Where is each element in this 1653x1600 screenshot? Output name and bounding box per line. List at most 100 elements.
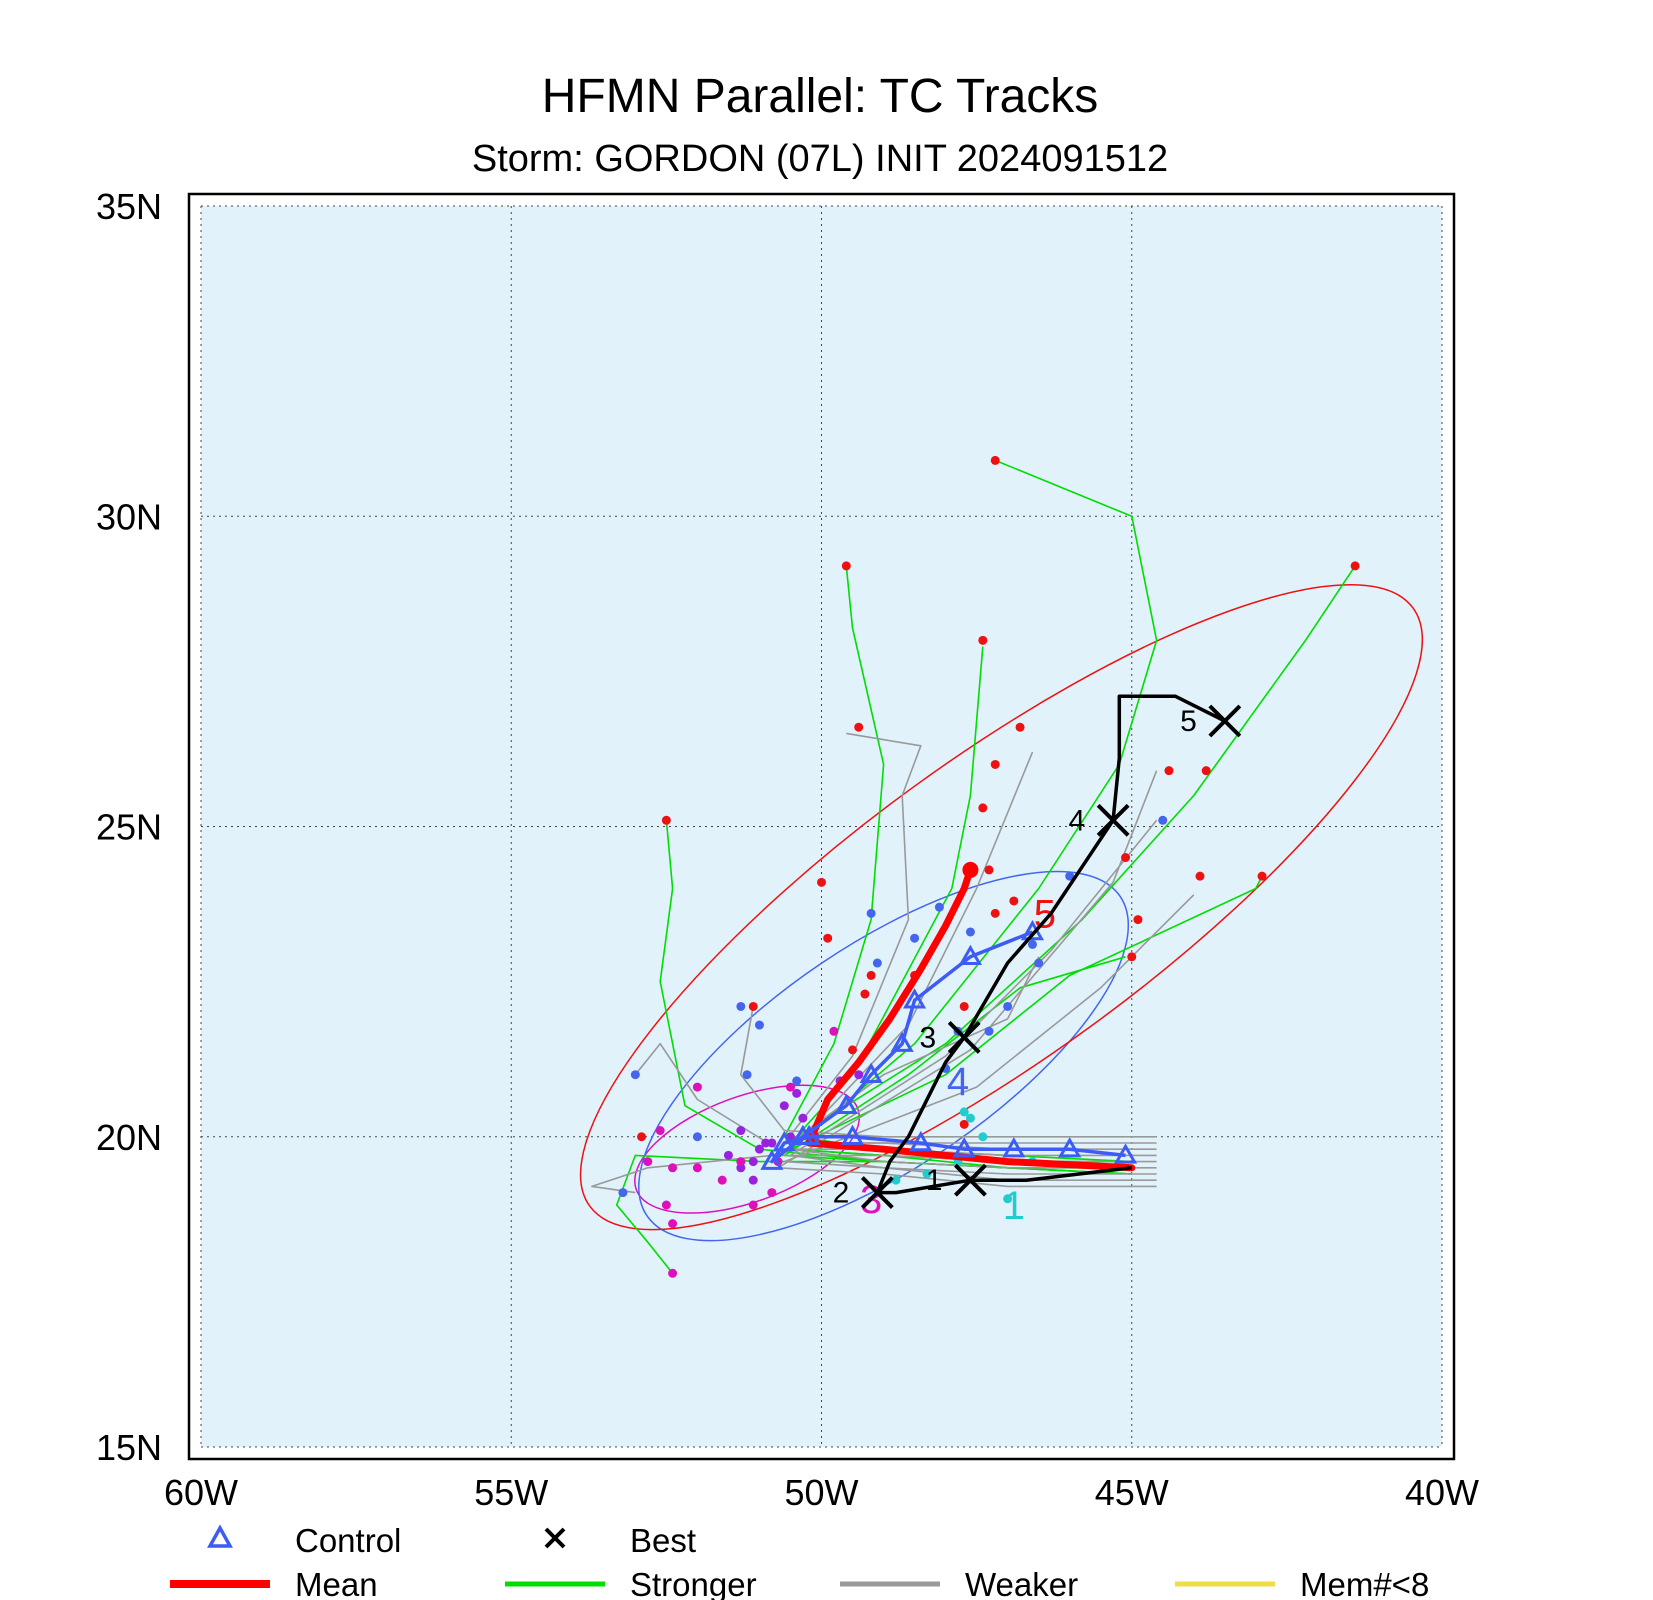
control-triangle-marker (902, 988, 927, 1009)
best-track-day-label-4: 4 (1068, 804, 1085, 837)
day-3-position-dot (736, 1163, 746, 1173)
control-triangle-marker (1002, 1137, 1026, 1158)
day-4-position-dot (984, 1026, 994, 1036)
day-5-position-dot (1350, 561, 1360, 571)
control-triangle-marker (890, 1031, 914, 1052)
day-1-position-dot (959, 1107, 969, 1117)
day-1-position-dot (1003, 1194, 1013, 1204)
day-4-position-dot (1027, 939, 1037, 949)
day-4-position-dot (792, 1076, 802, 1086)
best-track-x-marker (1096, 803, 1130, 837)
control-triangle-marker (1113, 1143, 1138, 1164)
day-5-position-dot (1164, 766, 1174, 776)
control-triangle-marker (958, 944, 983, 966)
control-triangle-marker (760, 1149, 784, 1170)
day-4-position-dot (618, 1188, 628, 1198)
legend-label: Mean (295, 1566, 378, 1600)
day-3-position-dot (736, 1126, 746, 1136)
legend-best-x-icon (544, 1527, 566, 1549)
day-5-position-dot (1195, 871, 1205, 881)
day-5-position-dot (959, 1001, 969, 1011)
day-5-position-dot (854, 722, 864, 732)
y-tick-label: 25N (96, 807, 162, 848)
mean-track-end-dot (962, 861, 979, 878)
day-2-position-dot (643, 1157, 653, 1167)
day-4-position-dot (866, 908, 876, 918)
day-3-position-dot (792, 1088, 802, 1098)
mean-track-layer (805, 861, 1136, 1172)
day-5-position-dot (1133, 915, 1143, 925)
day-5-position-dot (866, 970, 876, 980)
day-4-position-dot (630, 1070, 640, 1080)
mean-track-line (805, 866, 1136, 1172)
legend-label: Control (295, 1522, 401, 1559)
day-4-position-dot (1034, 958, 1044, 968)
control-day-marker-4: 4 (947, 1060, 969, 1104)
legend-label: Best (630, 1522, 696, 1559)
day-5-position-dot (841, 561, 851, 571)
day-4-position-dot (910, 933, 920, 943)
day-5-position-dot (1009, 896, 1019, 906)
day-4-position-dot (1065, 871, 1075, 881)
control-day-marker-1: 1 (1003, 1184, 1025, 1228)
control-triangle-marker (840, 1124, 865, 1145)
chart-title: HFMN Parallel: TC Tracks (542, 70, 1099, 123)
day-5-position-dot (748, 1001, 758, 1011)
day-2-position-dot (668, 1163, 678, 1173)
day-1-position-dot (922, 1169, 932, 1179)
control-triangle-marker (859, 1062, 883, 1083)
day-3-position-dot (767, 1138, 777, 1148)
day-5-position-dot (1201, 766, 1211, 776)
day-4-position-dot (1158, 815, 1168, 825)
day-2-position-dot (767, 1188, 777, 1198)
day-5-position-dot (990, 759, 1000, 769)
best-track-day-label-5: 5 (1180, 705, 1197, 738)
x-tick-label: 60W (164, 1472, 238, 1513)
day-2-position-dot (717, 1175, 727, 1185)
day-4-position-dot (692, 1132, 702, 1142)
legend: Control Best Mean Stronger Weaker Mem#<8 (170, 1522, 1429, 1600)
ocean-background (201, 206, 1442, 1447)
day-position-dots (618, 455, 1360, 1278)
control-triangle-marker (952, 1137, 976, 1158)
day-2-position-dot (692, 1163, 702, 1173)
day-5-position-dot (823, 933, 833, 943)
control-triangle-marker (791, 1124, 815, 1145)
day-5-position-dot (848, 1045, 858, 1055)
control-triangle-marker (909, 1130, 933, 1152)
day-2-position-dot (668, 1219, 678, 1229)
day-2-position-dot (736, 1157, 746, 1167)
day-2-position-dot (692, 1082, 702, 1092)
best-track-x-marker (860, 1176, 894, 1210)
day-5-position-dot (990, 908, 1000, 918)
best-track-x-marker (1208, 704, 1242, 738)
member-track-weaker (789, 819, 1158, 1175)
best-track-x-marker (954, 1163, 987, 1197)
day-3-position-dot (761, 1138, 771, 1148)
best-track-day-label-3: 3 (920, 1021, 937, 1054)
day-5-position-dot (990, 455, 1000, 465)
day-5-position-dot (978, 635, 988, 645)
day-5-position-dot (978, 803, 988, 813)
best-track-x-marker (947, 1021, 981, 1054)
day-2-position-dot (661, 1200, 671, 1210)
day-4-position-dot (742, 1070, 752, 1080)
uncertainty-ellipses (579, 583, 1424, 1242)
day-2-position-dot (785, 1082, 795, 1092)
day-3-position-dot (798, 1113, 808, 1123)
day-2-position-dot (655, 1126, 665, 1136)
day-2-position-dot (829, 1026, 839, 1036)
day-5-position-dot (984, 865, 994, 875)
day-4-position-dot (934, 902, 944, 912)
legend-control-triangle-icon (207, 1524, 233, 1548)
day-5-position-dot (1127, 952, 1137, 962)
day-5-position-dot (959, 1119, 969, 1129)
x-tick-label: 55W (474, 1472, 548, 1513)
best-track-day-label-2: 2 (833, 1177, 850, 1210)
day-4-position-dot (1003, 1001, 1013, 1011)
day-1-position-dot (978, 1132, 988, 1142)
day-2-position-dot (668, 1268, 678, 1278)
member-track-weaker (783, 732, 1157, 1150)
